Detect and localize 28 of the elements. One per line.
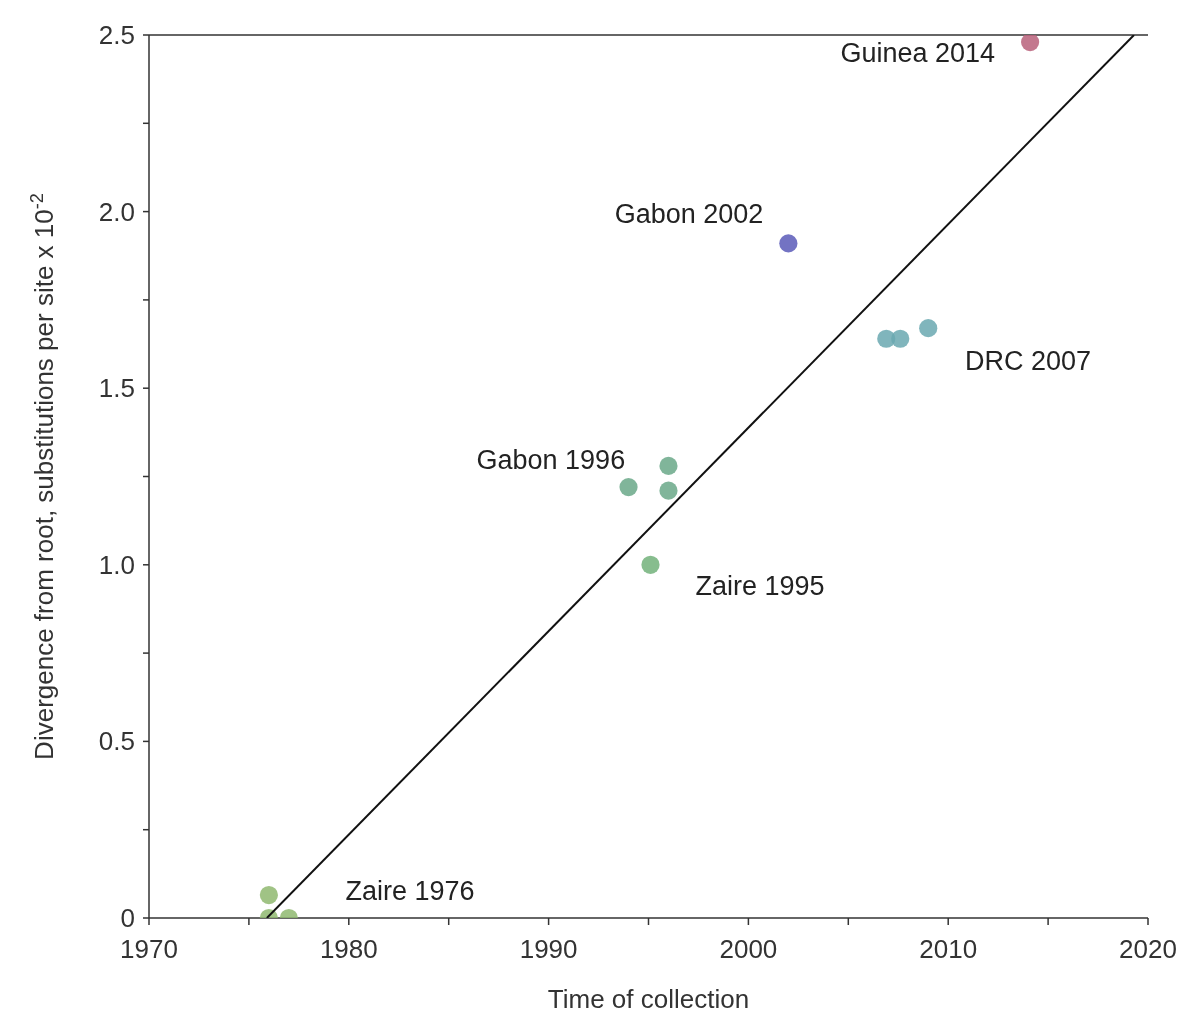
point — [659, 456, 678, 475]
y-tick-label: 1.5 — [98, 373, 135, 404]
series-label: Gabon 2002 — [614, 199, 764, 230]
point — [619, 478, 638, 497]
y-tick-label: 0 — [120, 903, 135, 933]
x-tick-label: 1980 — [319, 934, 378, 964]
x-tick-label: 1970 — [120, 934, 178, 964]
point — [919, 319, 938, 338]
series-label: Zaire 1976 — [345, 876, 475, 907]
point — [891, 329, 910, 348]
series-label: DRC 2007 — [964, 346, 1091, 377]
point — [779, 234, 798, 253]
x-tick-label: 1990 — [519, 934, 578, 964]
x-tick-label: 2000 — [719, 934, 778, 964]
y-tick-label: 2.0 — [98, 196, 135, 227]
y-tick-label: 0.5 — [98, 726, 135, 757]
point — [641, 555, 660, 574]
series-label: Zaire 1995 — [695, 570, 825, 601]
series-label: Gabon 1996 — [476, 445, 626, 476]
x-tick-label: 2010 — [919, 934, 978, 964]
y-tick-label: 2.5 — [98, 20, 135, 50]
x-tick-label: 2020 — [1119, 934, 1177, 964]
y-tick-label: 1.0 — [98, 549, 135, 580]
series-label: Guinea 2014 — [840, 38, 996, 69]
point — [259, 885, 278, 905]
point — [1021, 35, 1040, 52]
x-axis-title: Time of collection — [547, 984, 750, 1014]
point — [659, 481, 678, 500]
